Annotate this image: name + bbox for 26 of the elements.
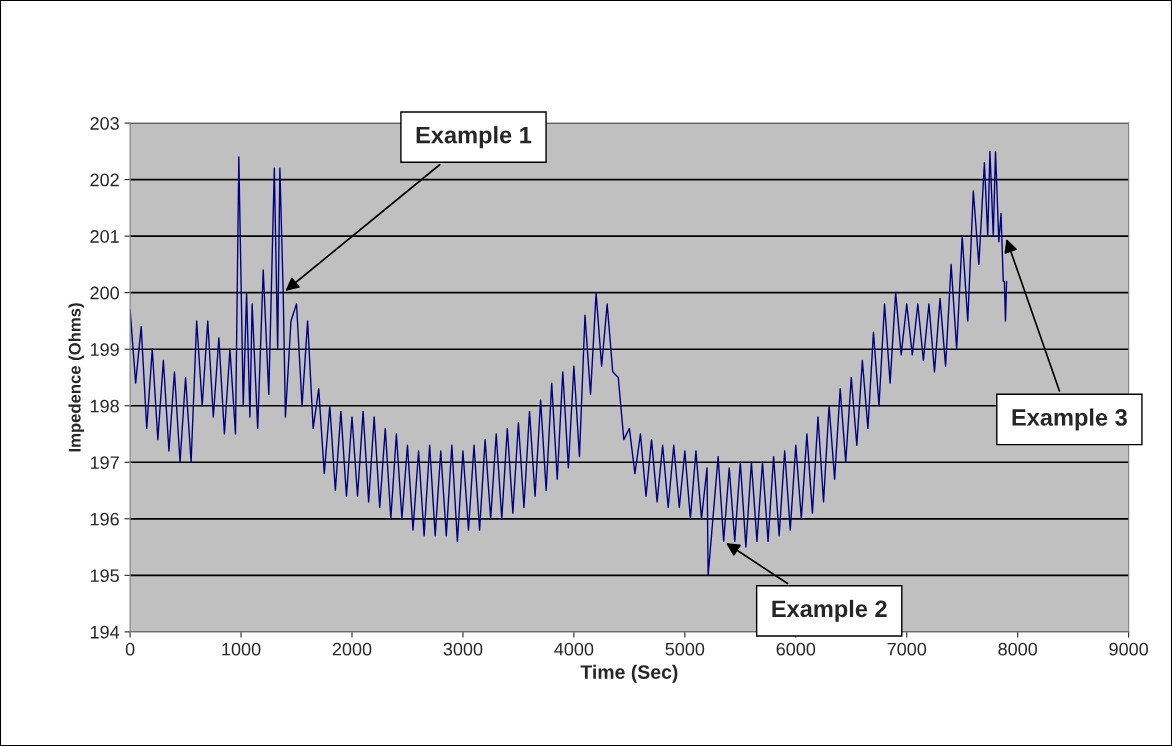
y-tick-label: 203 xyxy=(90,117,119,130)
x-tick-label: 6000 xyxy=(776,642,816,656)
y-tick-label: 201 xyxy=(90,230,119,243)
annotation: Example 2 xyxy=(772,599,887,622)
y-tick-label: 196 xyxy=(90,512,119,526)
y-tick-label: 200 xyxy=(90,286,119,300)
x-axis-title: Time (Sec) xyxy=(580,664,678,683)
y-tick-label: 199 xyxy=(90,343,119,356)
y-tick-label: 197 xyxy=(90,456,119,469)
x-tick-label: 4000 xyxy=(554,642,594,656)
x-tick-label: 2000 xyxy=(332,642,372,656)
x-tick-label: 5000 xyxy=(665,642,705,656)
x-tick-label: 1000 xyxy=(222,642,261,656)
x-tick-label: 3000 xyxy=(443,642,483,656)
annotation: Example 1 xyxy=(416,126,532,149)
y-tick-label: 195 xyxy=(90,569,119,583)
y-tick-label: 202 xyxy=(90,173,119,187)
y-axis-title: Impedence (Ohms) xyxy=(68,303,84,452)
line-series xyxy=(130,150,1008,577)
y-tick-label: 198 xyxy=(90,399,119,413)
x-tick-label: 8000 xyxy=(998,642,1038,656)
x-tick-label: 7000 xyxy=(887,642,927,656)
annotation: Example 3 xyxy=(1012,408,1127,431)
x-tick-label: 9000 xyxy=(1109,642,1149,656)
x-tick-label: 0 xyxy=(125,642,135,656)
y-tick-label: 194 xyxy=(90,625,120,639)
